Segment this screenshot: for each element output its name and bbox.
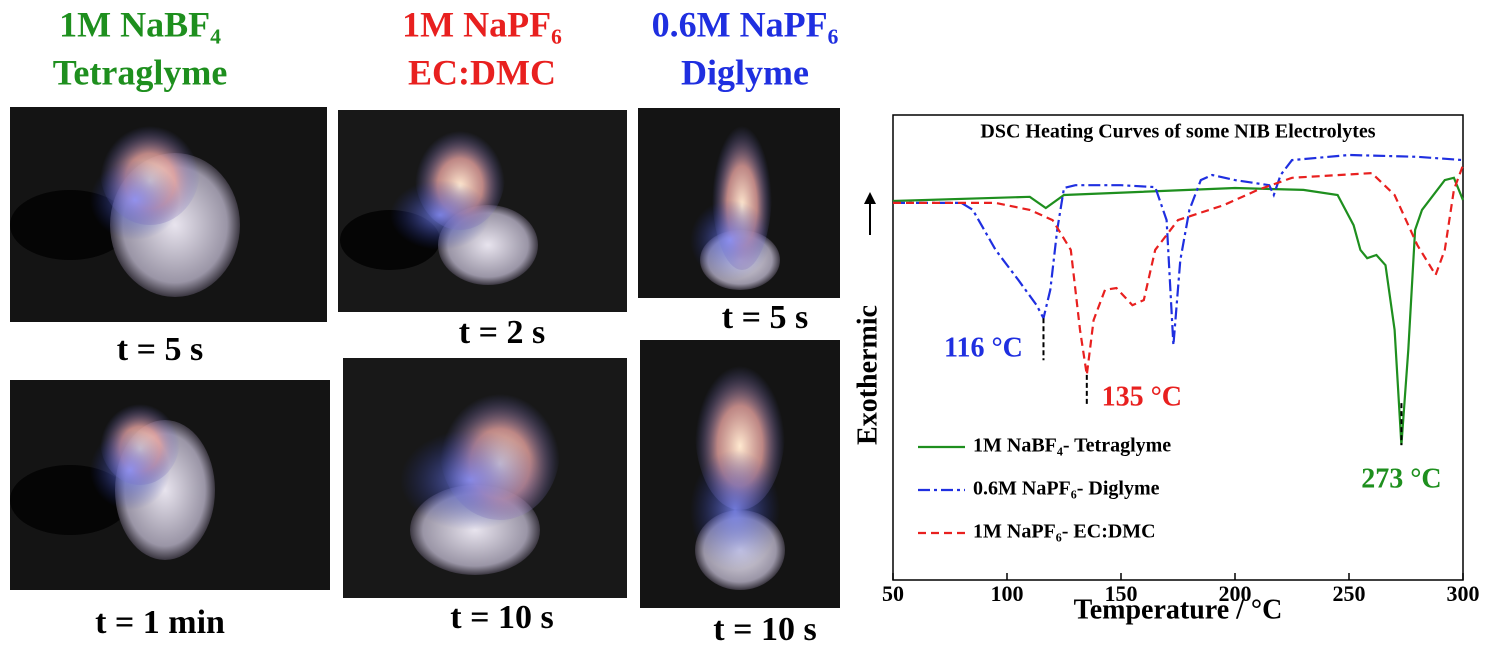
panel-caption: t = 10 s [713, 611, 816, 645]
photo [638, 108, 840, 298]
legend-label: 0.6M NaPF₆- Diglyme [973, 478, 1160, 500]
annotation: 116 °C [944, 333, 1023, 364]
panel-title: Tetraglyme [53, 52, 228, 92]
x-tick-label: 150 [1105, 581, 1138, 606]
y-axis-label: Exothermic [852, 305, 883, 445]
panel-caption: t = 10 s [450, 599, 553, 636]
photo [640, 340, 840, 608]
panel-caption: t = 1 min [95, 604, 225, 641]
legend-label: 1M NaBF₄- Tetraglyme [973, 435, 1171, 457]
panel-caption: t = 2 s [459, 314, 545, 351]
photo [343, 358, 627, 598]
photo [338, 110, 627, 312]
chart-title: DSC Heating Curves of some NIB Electroly… [980, 121, 1375, 143]
dsc-chart: DSC Heating Curves of some NIB Electroly… [852, 115, 1479, 625]
panel-title: Diglyme [681, 52, 809, 92]
legend-label: 1M NaPF₆- EC:DMC [973, 521, 1156, 543]
panel-title: EC:DMC [408, 52, 556, 92]
annotation: 273 °C [1361, 464, 1441, 495]
panel-caption: t = 5 s [117, 331, 203, 368]
panel-title: 0.6M NaPF₆ [652, 4, 839, 44]
x-tick-label: 200 [1219, 581, 1252, 606]
x-tick-label: 100 [991, 581, 1024, 606]
series-line [893, 155, 1463, 345]
panel-title: 1M NaPF₆ [402, 4, 562, 44]
page: DSC Heating Curves of some NIB Electroly… [0, 0, 1488, 645]
x-tick-label: 250 [1333, 581, 1366, 606]
figure: DSC Heating Curves of some NIB Electroly… [0, 0, 1488, 645]
x-tick-label: 300 [1447, 581, 1480, 606]
annotation: 135 °C [1102, 381, 1182, 412]
y-arrow-head [864, 192, 876, 204]
panel-caption: t = 5 s [722, 299, 808, 336]
panel-title: 1M NaBF₄ [59, 4, 221, 44]
photo [10, 380, 330, 590]
photo [10, 107, 327, 322]
x-tick-label: 50 [882, 581, 904, 606]
